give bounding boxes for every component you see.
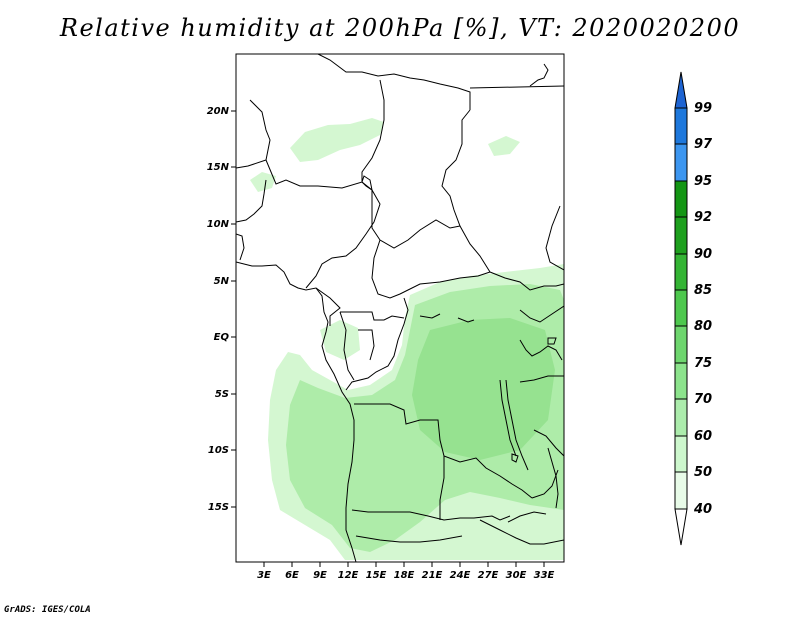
colorbar-label: 85: [694, 283, 713, 298]
border-cameroon-south: [315, 287, 405, 326]
border-uganda-kenya: [519, 305, 564, 323]
colorbar-swatch: [674, 289, 688, 327]
lakes-drc-1: [419, 313, 441, 319]
lon-label: 33E: [534, 570, 555, 581]
country-borders: [236, 54, 564, 562]
colorbar-label: 90: [694, 247, 713, 262]
colorbar-label: 92: [694, 210, 713, 225]
border-zambia-south: [479, 519, 564, 545]
border-mali-niger: [236, 99, 271, 169]
border-gabon: [339, 311, 375, 381]
lakes-drc-3: [547, 337, 557, 345]
colorbar-swatch: [674, 471, 688, 510]
colorbar-label: 75: [694, 356, 713, 371]
lat-label: 20N: [207, 106, 230, 117]
lake-chad: [361, 175, 373, 192]
border-lake-malawi: [547, 447, 559, 509]
colorbar-label: 60: [694, 429, 713, 444]
lon-label: 27E: [478, 570, 499, 581]
humidity-region-patch: [412, 318, 555, 460]
lat-label: 15S: [208, 502, 229, 513]
border-algeria-libya: [317, 54, 471, 110]
lat-label: 15N: [207, 162, 230, 173]
lon-label: 24E: [450, 570, 471, 581]
lon-label: 15E: [366, 570, 387, 581]
humidity-patch-north-1: [290, 118, 384, 162]
border-niger-chad: [361, 79, 385, 182]
colorbar-swatch: [674, 398, 688, 437]
lat-label: 10N: [207, 219, 230, 230]
colorbar-swatch: [674, 435, 688, 473]
colorbar-bottom-arrow: [674, 508, 688, 546]
border-rwanda-tanzania: [519, 375, 564, 383]
border-chad-car: [371, 190, 461, 249]
colorbar-swatch: [674, 325, 688, 364]
credit-text: GrADS: IGES/COLA: [4, 605, 91, 615]
lon-label: 21E: [422, 570, 443, 581]
lon-label: 30E: [506, 570, 527, 581]
border-guinea-gulf: [236, 233, 245, 261]
border-congo-drc: [345, 297, 409, 391]
colorbar-top-arrow: [674, 71, 688, 109]
lat-ticks: [231, 110, 236, 508]
lat-label: 5N: [214, 276, 230, 287]
border-drc-angola: [354, 403, 533, 499]
border-east-rift: [519, 339, 563, 361]
lon-label: 6E: [285, 570, 299, 581]
border-zambia-mozambique: [531, 469, 559, 499]
colorbar-label: 70: [694, 392, 713, 407]
lat-label: 5S: [215, 389, 229, 400]
border-west-bend: [236, 179, 267, 223]
lon-ticks: [263, 562, 545, 567]
lon-label: 18E: [394, 570, 415, 581]
humidity-patch-north-3: [488, 136, 520, 156]
colorbar: [674, 71, 688, 546]
humidity-patch-west: [320, 320, 360, 360]
colorbar-swatch: [674, 216, 688, 255]
nile-delta: [529, 63, 549, 87]
colorbar-swatch: [674, 180, 688, 218]
lat-labels: 20N 15N 10N 5N EQ 5S 10S 15S: [207, 106, 230, 513]
colorbar-label: 95: [694, 174, 713, 189]
border-lake-tanganyika: [499, 379, 529, 471]
border-southwest-africa: [355, 535, 463, 543]
border-tanzania-south: [533, 429, 564, 457]
lon-label: 12E: [338, 570, 359, 581]
lon-labels: 3E 6E 9E 12E 15E 18E 21E 24E 27E 30E 33E: [257, 570, 554, 581]
border-southeast-africa: [507, 511, 547, 523]
border-sudan-south: [489, 271, 564, 291]
humidity-patch-north-2: [250, 172, 276, 192]
lat-label: 10S: [208, 445, 229, 456]
colorbar-swatch: [674, 143, 688, 182]
lon-label: 3E: [257, 570, 271, 581]
colorbar-label: 40: [694, 502, 713, 517]
colorbar-swatch: [674, 253, 688, 291]
border-nigeria: [265, 159, 381, 289]
colorbar-label: 80: [694, 319, 713, 334]
border-egypt-sudan: [469, 85, 564, 89]
map-border: [235, 53, 565, 563]
chart-title: Relative humidity at 200hPa [%], VT: 202…: [59, 14, 741, 42]
colorbar-label: 97: [694, 137, 713, 152]
border-sudan-ethiopia: [545, 205, 564, 271]
colorbar-swatch: [674, 107, 688, 145]
lon-label: 9E: [313, 570, 327, 581]
humidity-gap-south: [440, 495, 515, 535]
colorbar-swatch: [674, 362, 688, 400]
lat-label: EQ: [214, 332, 230, 343]
lakes-drc-4: [511, 453, 519, 463]
coastline-west: [236, 261, 357, 562]
colorbar-label: 50: [694, 465, 713, 480]
colorbar-label: 99: [694, 101, 713, 116]
humidity-field: [250, 118, 564, 560]
border-angola-zambia: [439, 456, 445, 520]
border-chad-sudan: [441, 109, 491, 273]
border-cameroon-car: [371, 239, 491, 299]
border-angola-namibia: [351, 509, 511, 521]
lakes-drc-2: [457, 317, 475, 323]
